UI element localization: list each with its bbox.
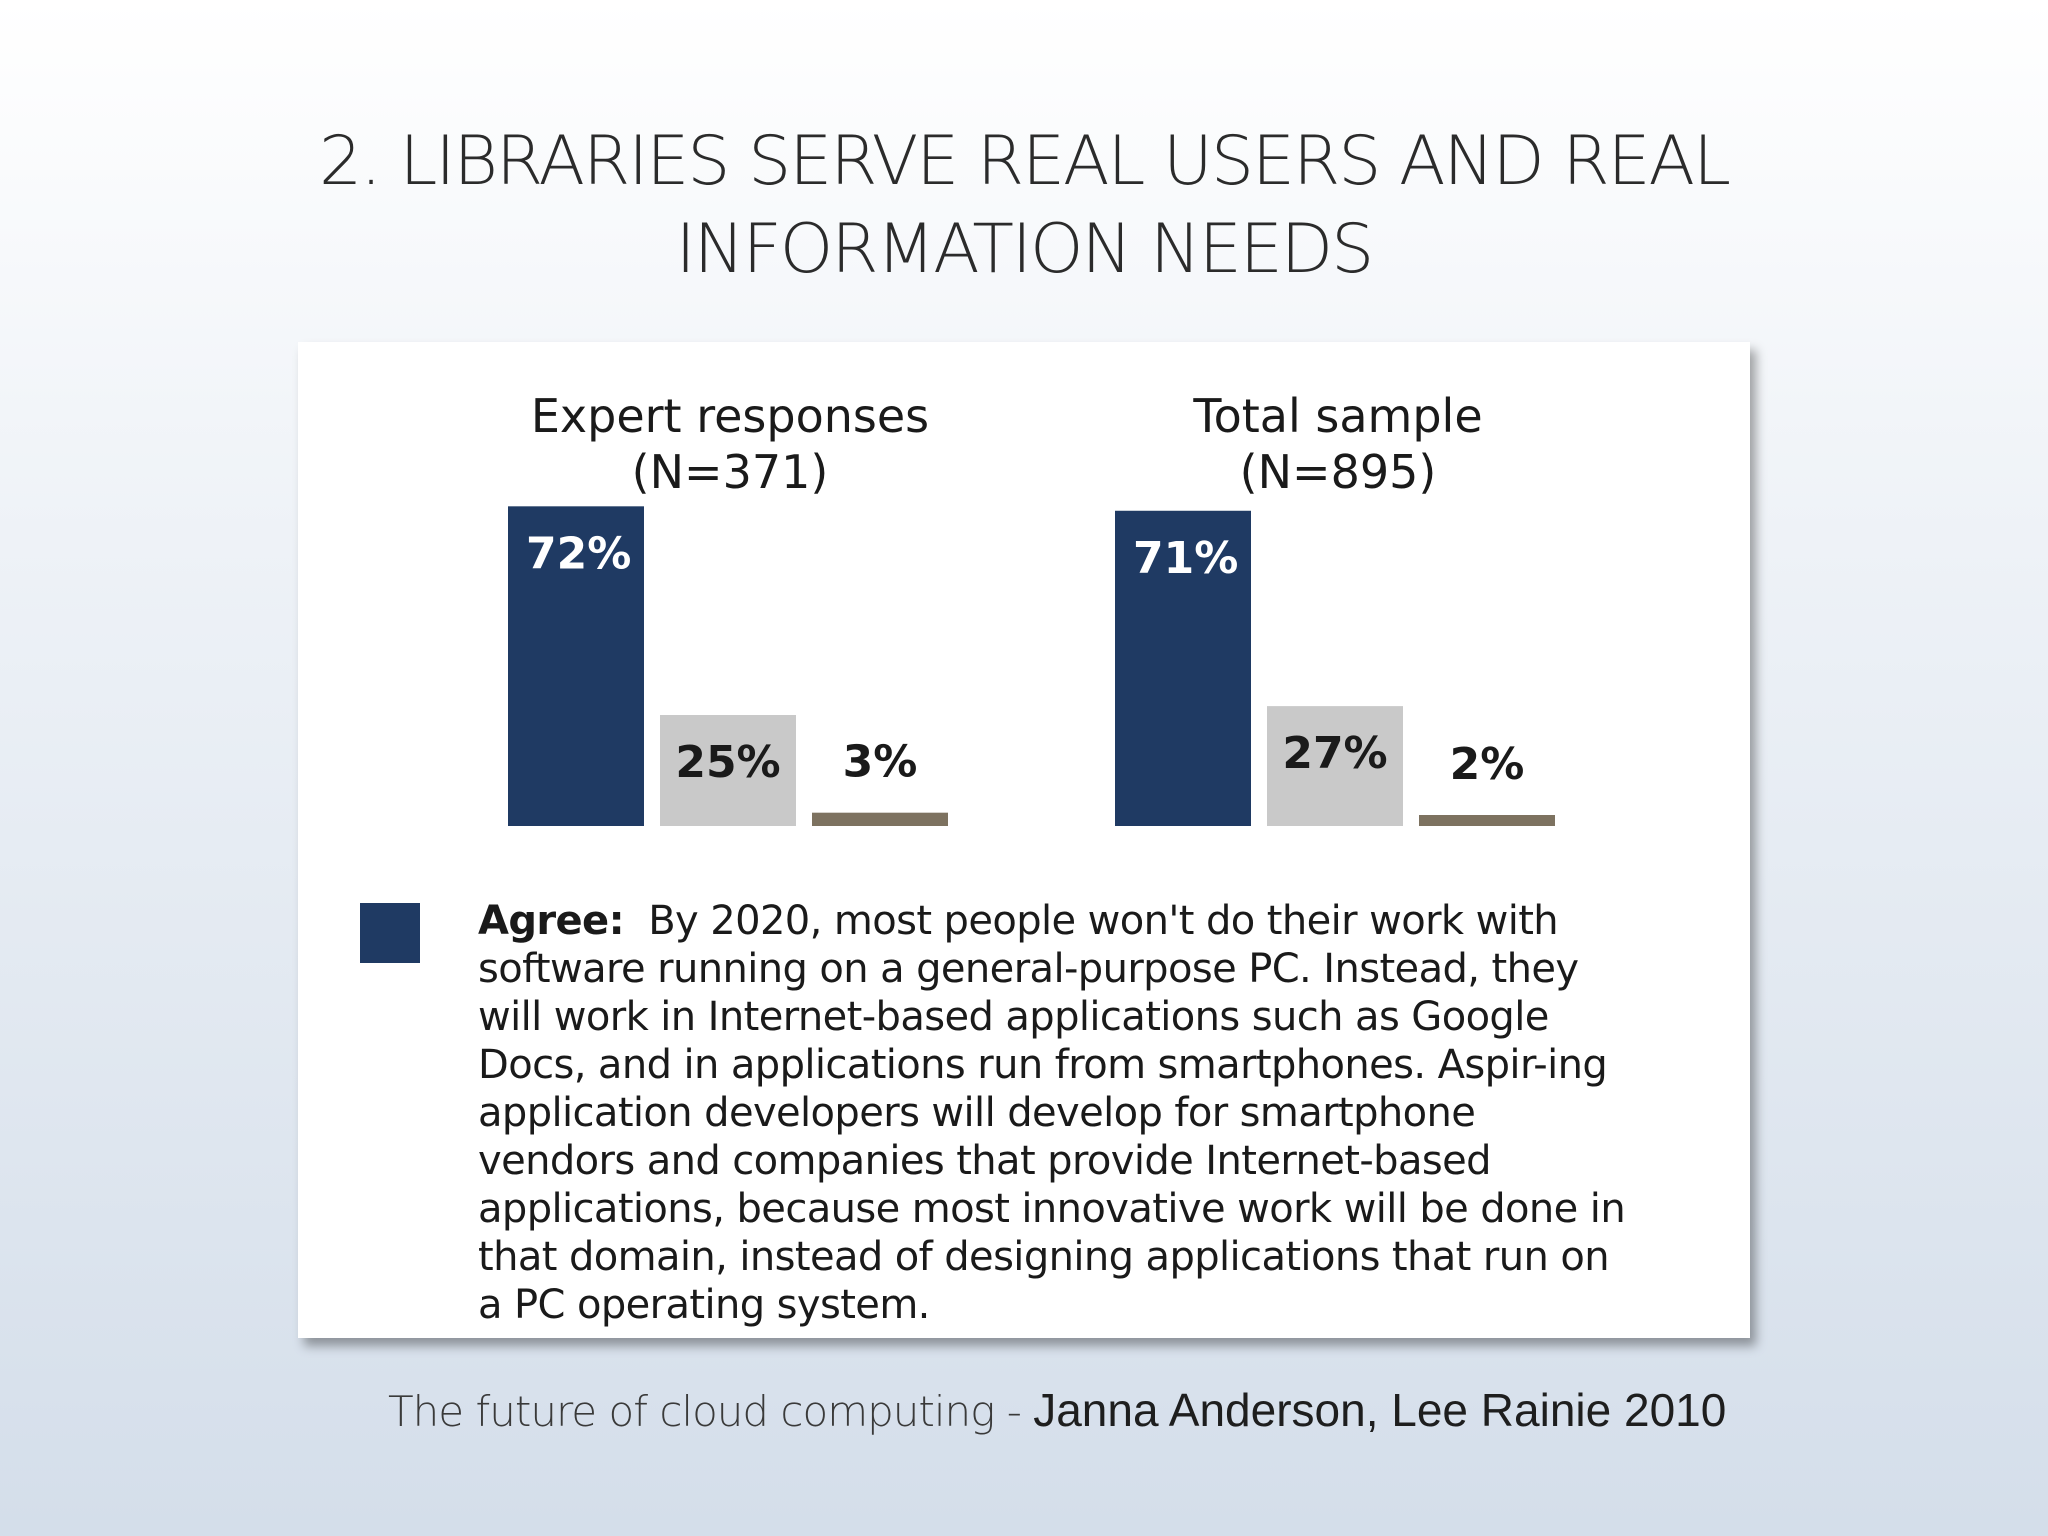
citation-source: The future of cloud computing - <box>388 1387 1034 1436</box>
bar <box>1419 815 1555 826</box>
slide-title-line-1: 2. LIBRARIES SERVE REAL USERS AND REAL <box>319 122 1731 201</box>
chart-card: Expert responses (N=371) 72% 25% 3% Total sam… <box>298 342 1750 1338</box>
bar-value-label: 27% <box>1282 728 1387 779</box>
bar-value-label: 3% <box>843 737 918 788</box>
bar-value-label: 71% <box>1133 533 1238 584</box>
chart-panel-2: Total sample(N=895)71% 27% 2% <box>1115 389 1555 826</box>
bar-value-label: 25% <box>675 737 780 788</box>
bar-value-label: 72% <box>526 528 631 579</box>
citation-authors: Janna Anderson, Lee Rainie 2010 <box>1033 1384 1727 1436</box>
bar <box>508 506 644 826</box>
slide-title-line-2: INFORMATION NEEDS <box>675 210 1375 289</box>
panel-subtitle: (N=895) <box>1240 445 1437 499</box>
legend-term: Agree: <box>478 898 625 944</box>
legend-description: By 2020, most people won't do their work… <box>478 898 1626 1328</box>
slide-title: 2. LIBRARIES SERVE REAL USERS AND REAL I… <box>0 118 2048 294</box>
bar <box>660 715 796 826</box>
bar <box>1267 706 1403 826</box>
legend-swatch <box>360 903 420 963</box>
bar-value-label: 2% <box>1450 739 1525 790</box>
citation: The future of cloud computing - Janna An… <box>388 1382 1788 1440</box>
bar-chart: Expert responses(N=371)72% 25% 3% Total sam… <box>508 389 1555 826</box>
panel-subtitle: (N=371) <box>632 445 829 499</box>
bar <box>812 812 948 826</box>
legend-text: Agree: By 2020, most people won't do the… <box>478 897 1628 1329</box>
bar <box>1115 510 1251 826</box>
chart-panel-1: Expert responses(N=371)72% 25% 3% <box>508 389 948 826</box>
panel-title: Total sample <box>1192 389 1482 443</box>
panel-title: Expert responses <box>531 389 929 443</box>
